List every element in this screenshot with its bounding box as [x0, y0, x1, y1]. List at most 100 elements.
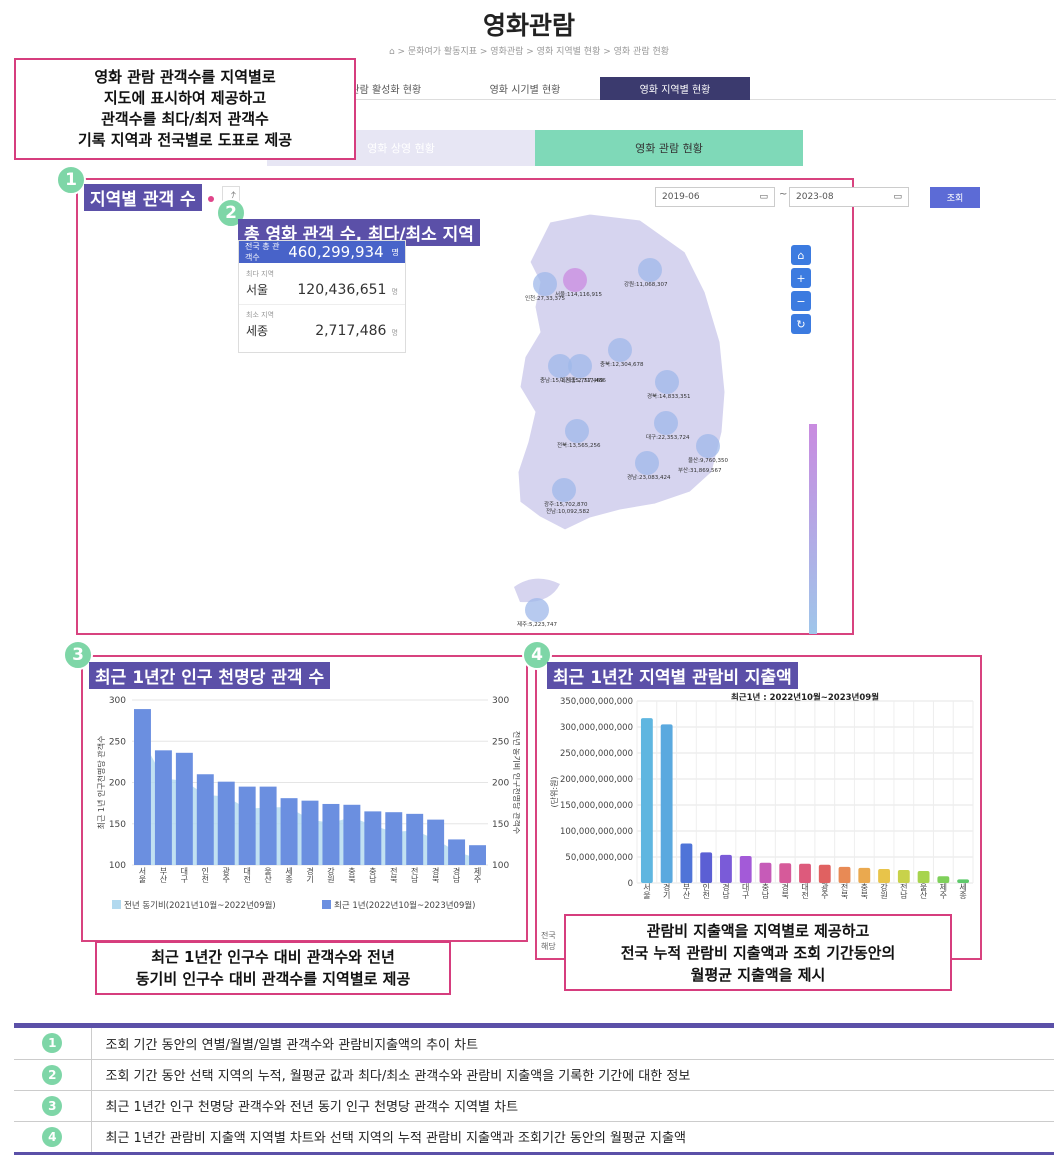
bar — [134, 709, 151, 865]
bar — [406, 813, 424, 865]
tab-activation[interactable]: 영화 관람 활성화 현황 — [328, 85, 422, 96]
date-from-input[interactable]: 2019-06 ▭ — [655, 187, 775, 207]
y-tick-label: 250 — [109, 737, 126, 747]
callout-map: 영화 관람 관객수를 지역별로 지도에 표시하여 제공하고 관객수를 최다/최저… — [14, 58, 356, 160]
map-bubble — [568, 354, 592, 378]
bar — [385, 812, 403, 865]
x-tick-label: 충남 — [368, 867, 377, 883]
x-tick-label: 인천 — [702, 882, 711, 899]
page-title: 영화관람 — [482, 11, 575, 40]
jeju-shape — [514, 578, 560, 603]
bar — [838, 866, 851, 883]
x-tick-label: 충남 — [761, 883, 770, 899]
map-bubble-label: 부산:31,869,567 — [678, 466, 722, 474]
y2-tick-label: 150 — [492, 820, 509, 830]
map-controls: ⌂ + − ↻ — [791, 245, 811, 334]
legend-swatch — [322, 900, 331, 909]
national-value: 460,299,934 — [288, 243, 384, 261]
bar — [343, 804, 361, 865]
map-bubble — [525, 598, 549, 622]
table-row: 1 조회 기간 동안의 연별/월별/일별 관객수와 관람비지출액의 추이 차트 — [14, 1028, 1054, 1060]
x-tick-label: 세종 — [285, 867, 294, 883]
x-tick-label: 서울 — [138, 867, 147, 883]
x-tick-label: 인천 — [201, 866, 210, 883]
x-tick-label: 세종 — [959, 883, 968, 899]
badge-1: 1 — [56, 165, 86, 195]
refresh-icon[interactable]: ↻ — [791, 314, 811, 334]
panel-label-1: 지역별 관객 수 — [84, 184, 202, 211]
x-tick-label: 대구 — [741, 883, 750, 900]
legend-label: 전년 동기비(2021년10월~2022년09월) — [124, 900, 276, 911]
tab-period[interactable]: 영화 시기별 현황 — [489, 85, 561, 96]
bar — [779, 863, 792, 883]
zoom-out-icon[interactable]: − — [791, 291, 811, 311]
y2-tick-label: 200 — [492, 779, 509, 789]
map-bubble-label: 대구:22,353,724 — [646, 433, 690, 441]
map-bubble — [654, 411, 678, 435]
bar — [640, 718, 653, 883]
map-bubble — [563, 268, 587, 292]
map-bubble-label: 강원:11,068,307 — [624, 280, 668, 288]
bar — [322, 803, 340, 865]
search-button[interactable]: 조회 — [930, 187, 980, 208]
bar — [680, 843, 693, 883]
zoom-in-icon[interactable]: + — [791, 268, 811, 288]
national-label: 전국 총 관객수 — [245, 242, 280, 262]
y-tick-label: 300 — [109, 696, 126, 706]
calendar-icon: ▭ — [893, 192, 902, 202]
x-tick-label: 대전 — [243, 867, 252, 883]
color-scale-bar — [809, 424, 817, 634]
bar — [759, 862, 772, 883]
y2-tick-label: 250 — [492, 737, 509, 747]
map-bubble-label: 전북:13,565,256 — [557, 441, 601, 449]
map-panel — [76, 178, 854, 635]
y-tick-label: 200 — [109, 779, 126, 789]
y2-tick-label: 300 — [492, 696, 509, 706]
map-bubble — [696, 434, 720, 458]
table-row: 4 최근 1년간 관람비 지출액 지역별 차트와 선택 지역의 누적 관람비 지출… — [14, 1121, 1054, 1152]
top-tabs: 영화 관람 활성화 현황 영화 시기별 현황 영화 지역별 현황 — [300, 77, 1056, 100]
x-tick-label: 울산 — [919, 883, 928, 899]
mainland-shape — [517, 213, 726, 531]
tab-viewing[interactable]: 영화 관람 현황 — [535, 130, 803, 166]
bar — [301, 800, 319, 865]
date-to-input[interactable]: 2023-08 ▭ — [789, 187, 909, 207]
tab-region[interactable]: 영화 지역별 현황 — [600, 77, 750, 100]
x-tick-label: 강원 — [879, 882, 888, 899]
badge-3: 3 — [63, 640, 93, 670]
map-bubble-label: 충남:15,1,세종:2,717,486 — [540, 376, 606, 384]
map-bubble — [638, 258, 662, 282]
x-tick-label: 부산 — [682, 883, 691, 899]
map-bubble-label: 대전:15,757,469 — [560, 376, 604, 384]
x-tick-label: 대구 — [180, 867, 189, 884]
x-tick-label: 제주 — [473, 867, 482, 884]
home-icon[interactable]: ⌂ — [791, 245, 811, 265]
bar — [858, 867, 871, 883]
bar — [700, 852, 713, 883]
y-tick-label: 100 — [109, 861, 126, 871]
x-tick-label: 서울 — [642, 883, 651, 899]
chart-title: 최근1년 : 2022년10월~2023년09월 — [731, 692, 879, 703]
callout-population: 최근 1년간 인구수 대비 관객수와 전년 동기비 인구수 대비 관객수를 지역… — [95, 941, 451, 995]
panel4-footnote: 전국 해당 — [541, 931, 556, 951]
x-tick-label: 전북 — [389, 866, 398, 884]
stats-box: 전국 총 관객수 460,299,934 명 최다 지역 서울 120,436,… — [238, 240, 406, 353]
bar — [897, 870, 910, 883]
map-bubble-label: 전남:10,092,582 — [546, 507, 589, 515]
legend-label: 최근 1년(2022년10월~2023년09월) — [334, 900, 476, 911]
y-axis-label: (단위:원) — [549, 776, 559, 807]
map-bubble — [565, 419, 589, 443]
calendar-icon: ▭ — [759, 192, 768, 202]
x-tick-label: 전북 — [840, 882, 849, 900]
dot-icon — [208, 196, 214, 202]
map-bubble-label: 제주:5,223,747 — [517, 620, 557, 628]
map-bubble — [608, 338, 632, 362]
y-tick-label: 250,000,000,000 — [560, 749, 633, 759]
spending-chart: 최근1년 : 2022년10월~2023년09월 0 50,000,000,000 1… — [549, 692, 974, 900]
bar — [739, 855, 752, 883]
bar — [238, 786, 256, 865]
bar — [259, 786, 277, 865]
bar — [217, 781, 235, 865]
x-tick-label: 충북 — [860, 883, 869, 900]
